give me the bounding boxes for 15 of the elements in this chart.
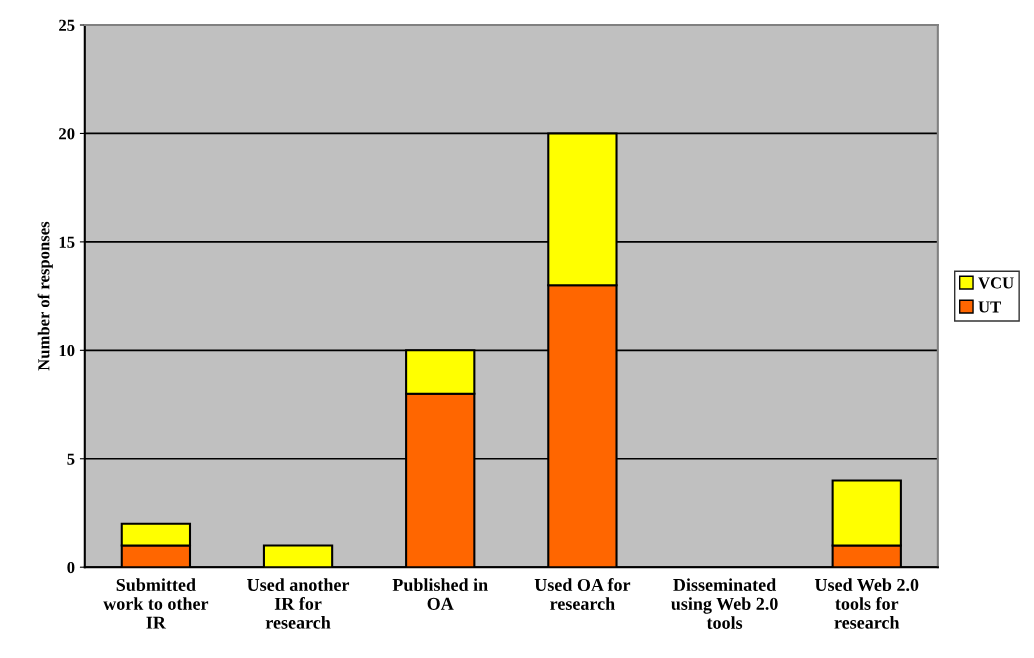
x-tick-label: Submitted work to other IR	[103, 578, 209, 629]
y-tick-label: 5	[67, 453, 75, 465]
y-tick-label: 0	[67, 561, 75, 574]
y-axis-title: Number of responses	[37, 221, 53, 371]
x-tick-label: Used another IR for research	[247, 578, 350, 629]
y-tick-label: 10	[59, 345, 75, 357]
x-tick-label: Used OA for research	[534, 578, 631, 610]
y-tick-label: 15	[59, 236, 75, 248]
x-tick-label: Published in OA	[392, 578, 488, 610]
x-tick-label: Disseminated using Web 2.0 tools	[671, 578, 778, 629]
x-tick-label: Used Web 2.0 tools for research	[814, 578, 919, 629]
y-tick-label: 25	[59, 19, 75, 31]
legend-label: VCU	[978, 277, 1014, 289]
y-tick-label: 20	[59, 128, 75, 140]
legend-label: UT	[978, 301, 1001, 313]
